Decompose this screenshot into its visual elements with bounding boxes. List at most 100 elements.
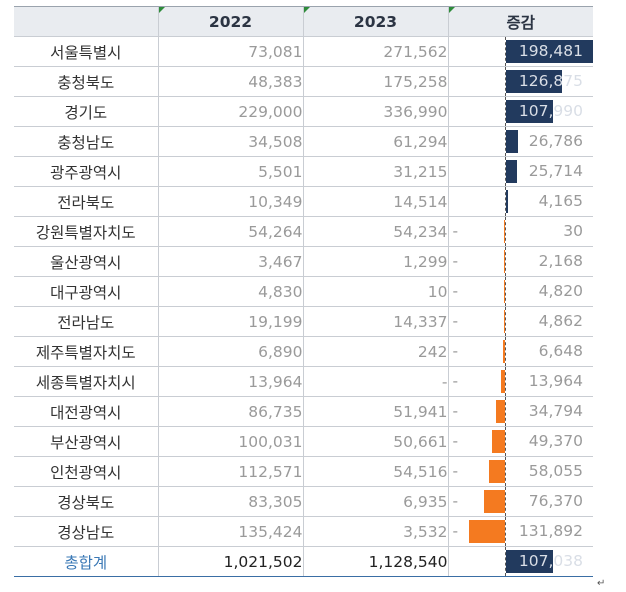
- change-value: 4,820: [538, 282, 583, 300]
- value-2022-cell: 5,501: [158, 156, 304, 187]
- minus-sign: -: [452, 492, 459, 510]
- region-cell: 전라북도: [14, 186, 159, 217]
- data-table: 2022 2023 증감 서울특별시 73,081 271,562 198,481 충청…: [14, 6, 593, 577]
- increase-bar: [505, 130, 518, 153]
- value-2023-cell: 14,337: [303, 306, 449, 337]
- region-cell: 충청북도: [14, 66, 159, 97]
- value-2022-cell: 83,305: [158, 486, 304, 517]
- decrease-bar: [500, 370, 505, 393]
- header-region: [14, 6, 158, 37]
- value-2023-cell: 1,128,540: [303, 546, 449, 577]
- table-row: 경기도 229,000 336,990 107,990: [14, 96, 593, 127]
- region-cell: 서울특별시: [14, 36, 159, 67]
- change-value: 58,055: [528, 462, 583, 480]
- value-2022-cell: 135,424: [158, 516, 304, 547]
- decrease-bar: [495, 400, 505, 423]
- table-row: 대전광역시 86,735 51,941- 34,794: [14, 396, 593, 427]
- change-cell: 25,714: [448, 156, 593, 187]
- value-2023-cell: 1,299: [303, 246, 449, 277]
- minus-sign: -: [452, 432, 459, 450]
- table-row: 충청북도 48,383 175,258 126,875: [14, 66, 593, 97]
- region-cell: 세종특별자치시: [14, 366, 159, 397]
- table-row: 대구광역시 4,830 10- 4,820: [14, 276, 593, 307]
- value-2023-cell: 242: [303, 336, 449, 367]
- change-value: 4,862: [538, 312, 583, 330]
- header-change: 증감: [447, 6, 593, 37]
- axis-line: [504, 427, 506, 456]
- value-2023-cell: 175,258: [303, 66, 449, 97]
- change-value: 2,168: [538, 252, 583, 270]
- table-row: 울산광역시 3,467 1,299- 2,168: [14, 246, 593, 277]
- table-row: 경상북도 83,305 6,935- 76,370: [14, 486, 593, 517]
- region-cell: 부산광역시: [14, 426, 159, 457]
- minus-sign: -: [452, 342, 459, 360]
- minus-sign: -: [452, 372, 459, 390]
- region-cell: 인천광역시: [14, 456, 159, 487]
- region-cell: 울산광역시: [14, 246, 159, 277]
- axis-line: [504, 217, 506, 246]
- value-2023-cell: -: [303, 366, 449, 397]
- change-cell: 126,875: [448, 66, 593, 97]
- table-row: 세종특별자치시 13,964- -13,964: [14, 366, 593, 397]
- decrease-bar: [488, 460, 505, 483]
- region-cell: 전라남도: [14, 306, 159, 337]
- decrease-bar: [503, 280, 505, 303]
- change-value: 126,875: [518, 72, 583, 90]
- change-cell: - 4,820: [448, 276, 593, 307]
- value-2022-cell: 229,000: [158, 96, 304, 127]
- increase-bar: [505, 70, 562, 93]
- header-2023: 2023: [302, 6, 448, 37]
- value-2022-cell: 3,467: [158, 246, 304, 277]
- change-value: 107,038: [518, 552, 583, 570]
- table-row: 광주광역시 5,501 31,215 25,714: [14, 156, 593, 187]
- corner-marker-icon: [448, 7, 455, 13]
- value-2023-cell: 51,941: [303, 396, 449, 427]
- value-2022-cell: 10,349: [158, 186, 304, 217]
- minus-sign: -: [452, 462, 459, 480]
- corner-marker-icon: [158, 7, 165, 13]
- increase-bar: [505, 550, 553, 573]
- value-2023-cell: 3,532: [303, 516, 449, 547]
- decrease-bar: [503, 250, 505, 273]
- table-row: 서울특별시 73,081 271,562 198,481: [14, 36, 593, 67]
- header-2023-label: 2023: [353, 12, 398, 31]
- corner-marker-icon: [303, 7, 310, 13]
- value-2022-cell: 6,890: [158, 336, 304, 367]
- axis-line: [504, 547, 506, 576]
- change-value: 26,786: [528, 132, 583, 150]
- axis-line: [504, 97, 506, 126]
- table-body: 서울특별시 73,081 271,562 198,481 충청북도 48,383 175,2…: [14, 36, 593, 577]
- change-cell: 107,990: [448, 96, 593, 127]
- axis-line: [504, 307, 506, 336]
- region-cell: 경상북도: [14, 486, 159, 517]
- table-row: 인천광역시 112,571 54,516- 58,055: [14, 456, 593, 487]
- change-cell: 4,165: [448, 186, 593, 217]
- axis-line: [504, 337, 506, 366]
- axis-line: [504, 37, 506, 66]
- increase-bar: [505, 40, 593, 63]
- table-row: 경상남도 135,424 3,532- 131,892: [14, 516, 593, 547]
- region-cell: 경기도: [14, 96, 159, 127]
- change-value: 30: [563, 222, 583, 240]
- axis-line: [504, 247, 506, 276]
- table-row: 제주특별자치도 6,890 242- 6,648: [14, 336, 593, 367]
- change-value: 13,964: [528, 372, 583, 390]
- value-2022-cell: 34,508: [158, 126, 304, 157]
- table-row: 강원특별자치도 54,264 54,234- 30: [14, 216, 593, 247]
- region-cell: 강원특별자치도: [14, 216, 159, 247]
- axis-line: [504, 487, 506, 516]
- minus-sign: -: [452, 252, 459, 270]
- value-2022-cell: 19,199: [158, 306, 304, 337]
- axis-line: [504, 397, 506, 426]
- axis-line: [504, 457, 506, 486]
- region-cell: 제주특별자치도: [14, 336, 159, 367]
- value-2022-cell: 4,830: [158, 276, 304, 307]
- value-2023-cell: 10: [303, 276, 449, 307]
- increase-bar: [505, 190, 508, 213]
- decrease-bar: [503, 220, 505, 243]
- header-2022: 2022: [157, 6, 303, 37]
- change-cell: - 30: [448, 216, 593, 247]
- value-2022-cell: 13,964: [158, 366, 304, 397]
- value-2023-cell: 54,234: [303, 216, 449, 247]
- decrease-bar: [491, 430, 505, 453]
